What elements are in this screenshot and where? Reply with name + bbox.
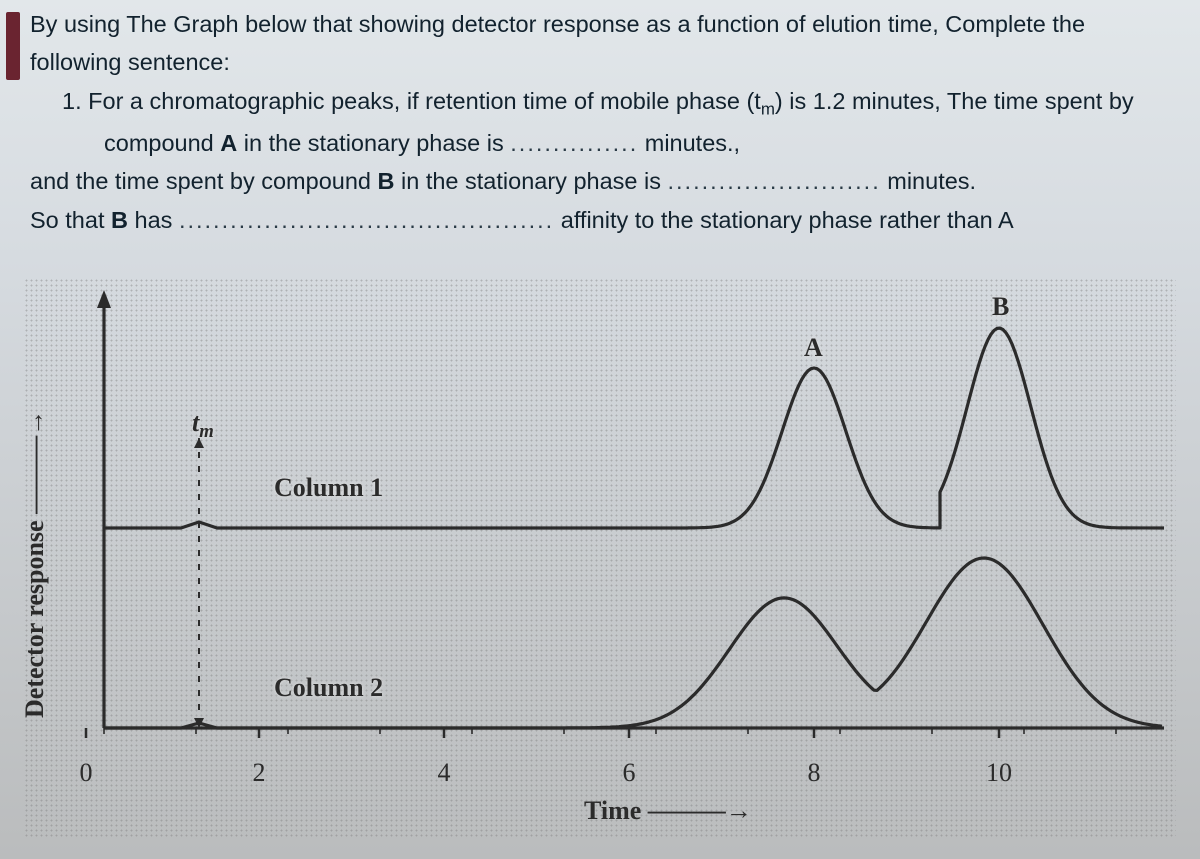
compound-a: A xyxy=(220,130,237,156)
tm-subscript: m xyxy=(761,100,775,119)
blank-3: ........................................… xyxy=(179,207,554,233)
column-2-label: Column 2 xyxy=(274,673,383,703)
line3b: in the stationary phase is xyxy=(394,168,667,194)
x-tick-8: 8 xyxy=(808,758,821,788)
arrow-icon: ———→ xyxy=(648,796,752,825)
item-line-4: So that B has ..........................… xyxy=(30,202,1186,238)
line3a: and the time spent by compound xyxy=(30,168,378,194)
item-line-3: and the time spent by compound B in the … xyxy=(30,163,1186,199)
x-axis-label-text: Time xyxy=(584,796,641,825)
compound-b: B xyxy=(378,168,395,194)
blank-2: ......................... xyxy=(668,168,881,194)
x-tick-6: 6 xyxy=(623,758,636,788)
tm-m: m xyxy=(199,421,214,442)
compound-b-2: B xyxy=(111,207,128,233)
x-tick-4: 4 xyxy=(438,758,451,788)
arrow-icon: ———→ xyxy=(20,410,49,514)
blank-1: ............... xyxy=(510,130,638,156)
item-line-2: compound A in the stationary phase is ..… xyxy=(104,125,1186,161)
x-tick-10: 10 xyxy=(986,758,1012,788)
chart-svg xyxy=(24,278,1176,838)
y-axis-label-text: Detector response xyxy=(20,520,49,718)
chromatogram-chart: Detector response ———→ Time ———→ tm Colu… xyxy=(24,278,1176,838)
accent-bar xyxy=(6,12,20,80)
line4c: affinity to the stationary phase rather … xyxy=(554,207,1013,233)
question-text: By using The Graph below that showing de… xyxy=(30,6,1186,238)
line2c: minutes., xyxy=(638,130,740,156)
tm-label: tm xyxy=(192,408,214,443)
item-line-1: 1. For a chromatographic peaks, if reten… xyxy=(62,83,1186,123)
line3c: minutes. xyxy=(881,168,976,194)
line2a: compound xyxy=(104,130,220,156)
y-axis-label: Detector response ———→ xyxy=(20,410,50,718)
line1b: ) is 1.2 minutes, The time spent by xyxy=(775,88,1134,114)
column-1-label: Column 1 xyxy=(274,473,383,503)
peak-a-label: A xyxy=(804,333,823,363)
item-number: 1. xyxy=(62,88,82,114)
peak-b-label: B xyxy=(992,292,1009,322)
x-tick-2: 2 xyxy=(253,758,266,788)
line2b: in the stationary phase is xyxy=(237,130,510,156)
line4b: has xyxy=(128,207,179,233)
intro-line-2: following sentence: xyxy=(30,44,1186,80)
x-axis-label: Time ———→ xyxy=(584,796,752,826)
x-tick-0: 0 xyxy=(80,758,93,788)
intro-line-1: By using The Graph below that showing de… xyxy=(30,6,1186,42)
line1a: For a chromatographic peaks, if retentio… xyxy=(88,88,761,114)
line4a: So that xyxy=(30,207,111,233)
